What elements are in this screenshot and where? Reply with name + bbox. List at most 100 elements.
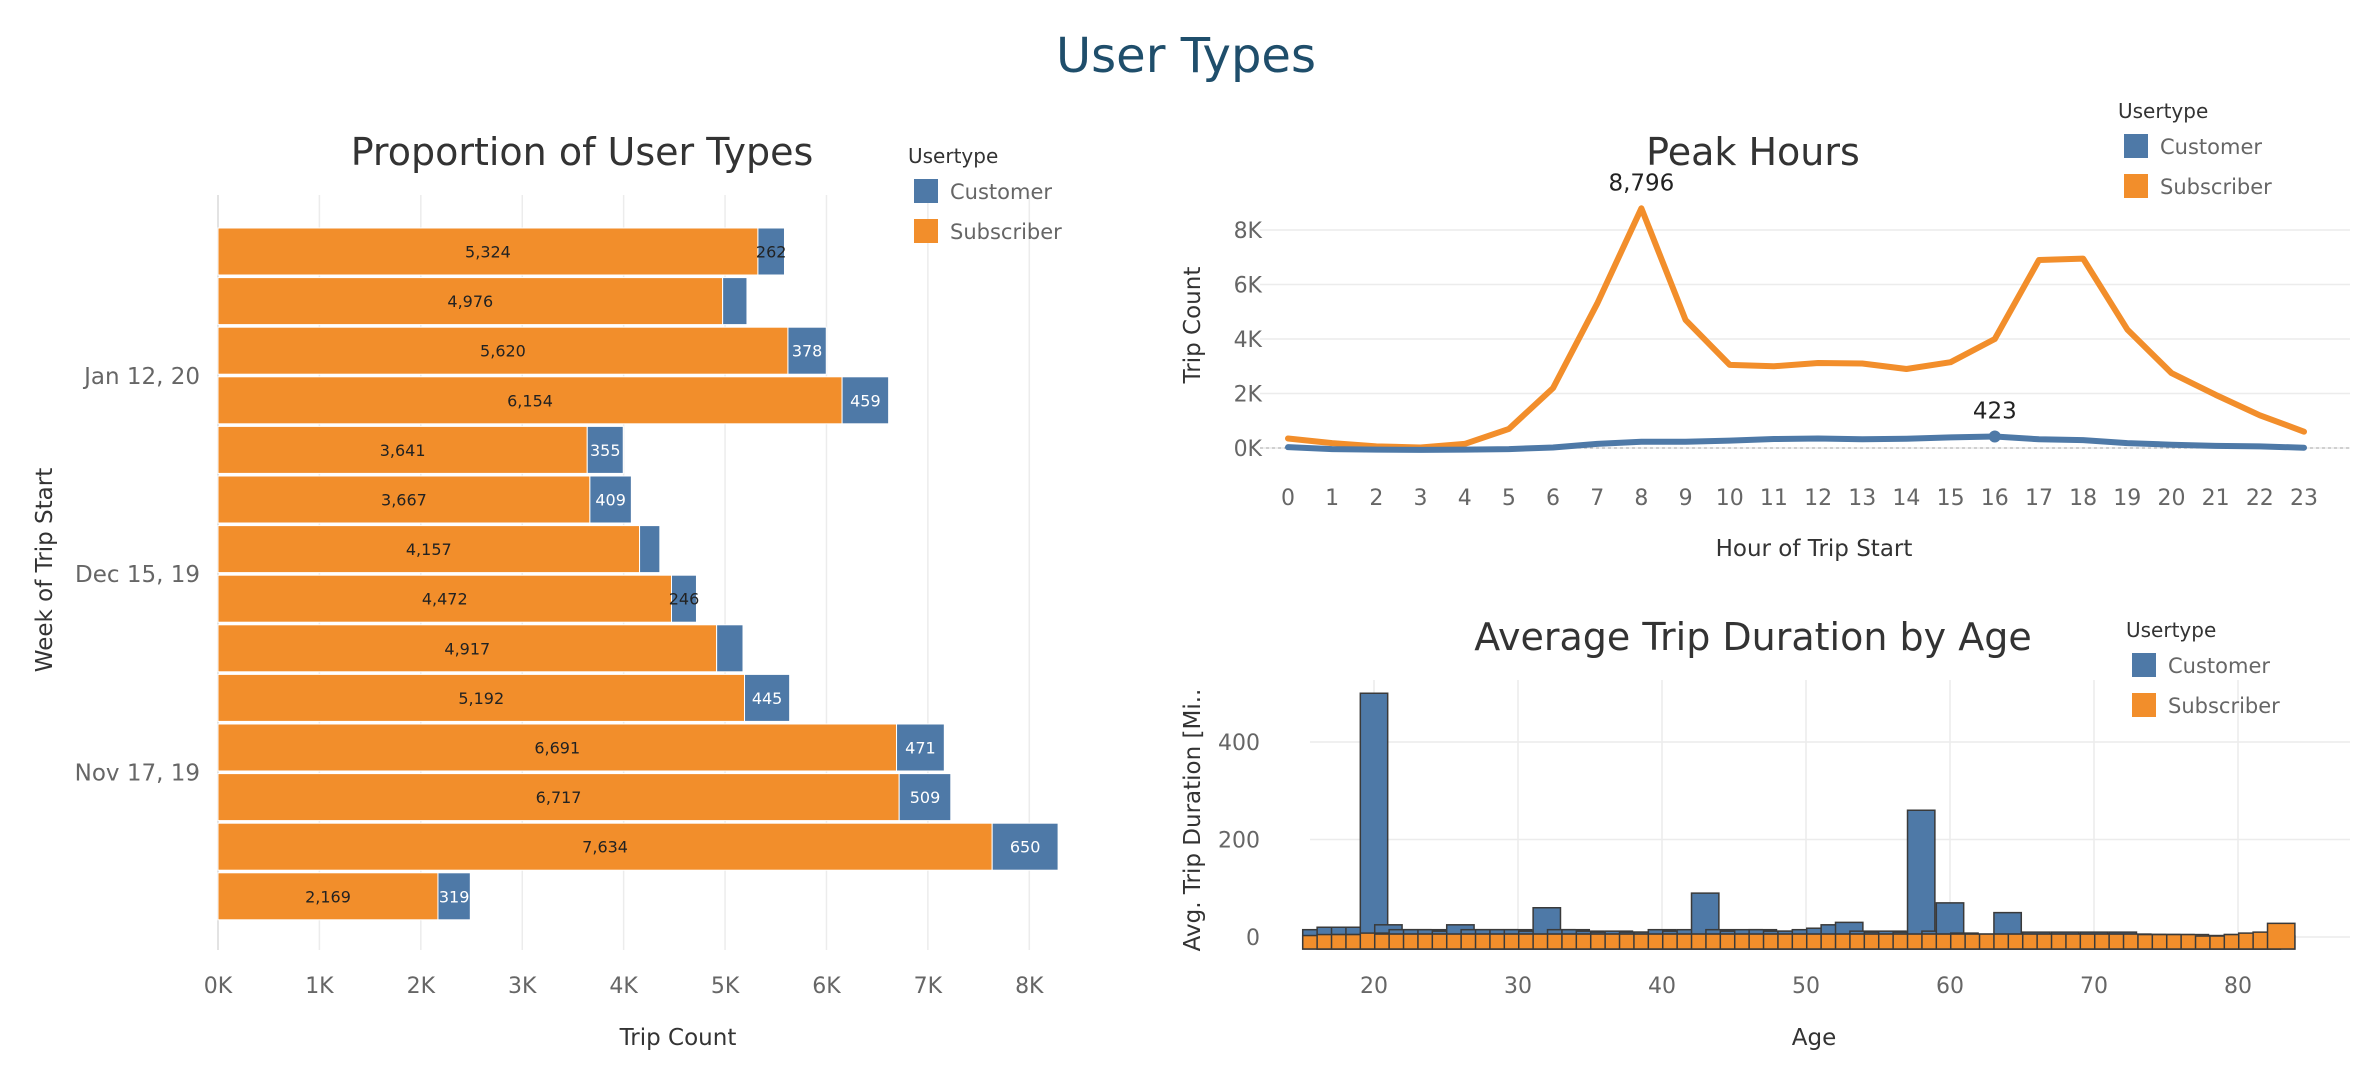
proportion-label-customer: 650 <box>1010 838 1041 857</box>
proportion-bar-customer <box>757 227 785 276</box>
peak-legend-swatch-subscriber <box>2124 174 2148 198</box>
peak-y-tick: 4K <box>1234 328 1263 353</box>
age-bar-subscriber <box>2266 922 2296 950</box>
proportion-label-customer: 459 <box>850 391 881 410</box>
peak-x-tick: 20 <box>2157 486 2185 511</box>
peak-x-tick: 23 <box>2290 486 2318 511</box>
peak-x-tick: 9 <box>1679 486 1693 511</box>
peak-x-tick: 13 <box>1848 486 1876 511</box>
peak-y-axis-label: Trip Count <box>1180 267 1206 385</box>
proportion-bar-subscriber <box>217 872 439 921</box>
peak-line-subscriber <box>1285 205 2307 451</box>
proportion-label-customer: 262 <box>756 243 787 262</box>
dashboard-title: User Types <box>1056 28 1316 84</box>
peak-x-tick: 11 <box>1760 486 1788 511</box>
peak-x-tick: 15 <box>1937 486 1965 511</box>
proportion-label-subscriber: 6,717 <box>536 788 582 807</box>
proportion-title: Proportion of User Types <box>351 130 814 174</box>
peak-x-axis-label: Hour of Trip Start <box>1716 536 1913 562</box>
proportion-x-tick: 0K <box>204 974 233 999</box>
duration-by-age-chart: Average Trip Duration by Age 0 200 400 20 30 4… <box>1180 615 2350 1051</box>
peak-y-tick: 0K <box>1234 437 1263 462</box>
peak-legend-label-customer: Customer <box>2160 135 2262 159</box>
proportion-bar-subscriber <box>217 574 673 623</box>
peak-y-tick: 8K <box>1234 219 1263 244</box>
proportion-bar-customer <box>896 723 945 772</box>
age-legend-swatch-customer <box>2132 653 2156 677</box>
peak-x-tick: 6 <box>1546 486 1560 511</box>
proportion-bar-subscriber <box>217 227 759 276</box>
proportion-bar-customer <box>586 425 624 474</box>
peak-x-tick: 16 <box>1981 486 2009 511</box>
proportion-label-subscriber: 6,691 <box>534 739 580 758</box>
proportion-bar-subscriber <box>217 773 900 822</box>
peak-y-tick: 6K <box>1234 274 1263 299</box>
proportion-bar-subscriber <box>217 277 724 326</box>
proportion-label-customer: 409 <box>595 491 626 510</box>
proportion-y-tick: Nov 17, 19 <box>75 761 200 787</box>
proportion-bar-subscriber <box>217 475 591 524</box>
proportion-bar-subscriber <box>217 624 718 673</box>
peak-annotation-marker <box>1988 430 2001 443</box>
peak-legend-label-subscriber: Subscriber <box>2160 175 2272 199</box>
peak-x-tick: 0 <box>1281 486 1295 511</box>
proportion-label-subscriber: 4,976 <box>447 292 493 311</box>
proportion-x-tick: 1K <box>305 974 334 999</box>
age-y-tick: 200 <box>1218 829 1260 854</box>
proportion-label-customer: 319 <box>439 887 470 906</box>
proportion-label-customer: 471 <box>905 739 936 758</box>
proportion-label-subscriber: 3,667 <box>381 491 427 510</box>
peak-x-tick: 22 <box>2246 486 2274 511</box>
proportion-label-subscriber: 4,157 <box>406 540 452 559</box>
age-legend-label-subscriber: Subscriber <box>2168 694 2280 718</box>
proportion-y-tick: Jan 12, 20 <box>82 364 200 390</box>
age-x-tick: 60 <box>1936 974 1964 999</box>
proportion-label-subscriber: 7,634 <box>582 838 628 857</box>
proportion-label-customer: 445 <box>752 689 783 708</box>
proportion-label-subscriber: 5,620 <box>480 342 526 361</box>
proportion-x-tick: 2K <box>407 974 436 999</box>
age-legend-label-customer: Customer <box>2168 654 2270 678</box>
proportion-label-subscriber: 4,472 <box>422 590 468 609</box>
age-x-tick: 40 <box>1648 974 1676 999</box>
proportion-bar-subscriber <box>217 673 746 722</box>
proportion-label-subscriber: 5,192 <box>458 689 504 708</box>
age-bar-customer <box>1906 809 1936 950</box>
age-x-tick: 20 <box>1360 974 1388 999</box>
peak-x-tick: 19 <box>2113 486 2141 511</box>
proportion-bar-customer <box>722 277 748 326</box>
proportion-label-customer: 246 <box>669 590 700 609</box>
peak-x-tick: 12 <box>1804 486 1832 511</box>
age-x-tick: 30 <box>1504 974 1532 999</box>
age-y-axis-label: Avg. Trip Duration [Mi.. <box>1180 689 1206 952</box>
proportion-chart: Proportion of User Types 0K 1K 2K 3K 4K 5K 6K 7K… <box>32 130 1062 1051</box>
age-legend-swatch-subscriber <box>2132 693 2156 717</box>
peak-x-tick: 8 <box>1634 486 1648 511</box>
peak-y-tick: 2K <box>1234 383 1263 408</box>
age-x-tick: 80 <box>2224 974 2252 999</box>
proportion-label-subscriber: 3,641 <box>380 441 426 460</box>
age-legend-title: Usertype <box>2126 618 2216 642</box>
proportion-bar-customer <box>437 872 471 921</box>
proportion-bar-customer <box>787 326 827 375</box>
peak-legend-title: Usertype <box>2118 99 2208 123</box>
proportion-bar-subscriber <box>217 822 993 871</box>
proportion-label-customer: 509 <box>910 788 941 807</box>
proportion-x-tick: 7K <box>914 974 943 999</box>
peak-x-tick: 7 <box>1590 486 1604 511</box>
proportion-legend-title: Usertype <box>908 144 998 168</box>
proportion-x-tick: 4K <box>609 974 638 999</box>
proportion-x-tick: 5K <box>711 974 740 999</box>
proportion-x-tick: 6K <box>812 974 841 999</box>
proportion-label-subscriber: 5,324 <box>465 243 511 262</box>
proportion-label-customer: 355 <box>590 441 621 460</box>
proportion-label-subscriber: 6,154 <box>507 391 553 410</box>
age-bar-customer <box>1359 692 1389 950</box>
proportion-legend-label-customer: Customer <box>950 180 1052 204</box>
peak-x-tick: 3 <box>1414 486 1428 511</box>
proportion-x-tick: 3K <box>508 974 537 999</box>
proportion-x-axis-label: Trip Count <box>619 1025 737 1051</box>
proportion-y-tick: Dec 15, 19 <box>75 562 200 588</box>
